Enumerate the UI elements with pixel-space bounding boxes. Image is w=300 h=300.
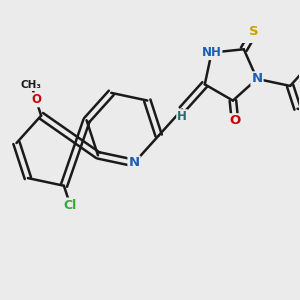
- Text: N: N: [251, 72, 262, 86]
- Text: N: N: [128, 157, 140, 169]
- Text: O: O: [31, 93, 41, 106]
- Text: S: S: [249, 25, 259, 38]
- Text: CH₃: CH₃: [21, 80, 42, 90]
- Text: H: H: [177, 110, 187, 123]
- Text: Cl: Cl: [64, 199, 77, 212]
- Text: NH: NH: [202, 46, 221, 59]
- Text: O: O: [230, 114, 241, 127]
